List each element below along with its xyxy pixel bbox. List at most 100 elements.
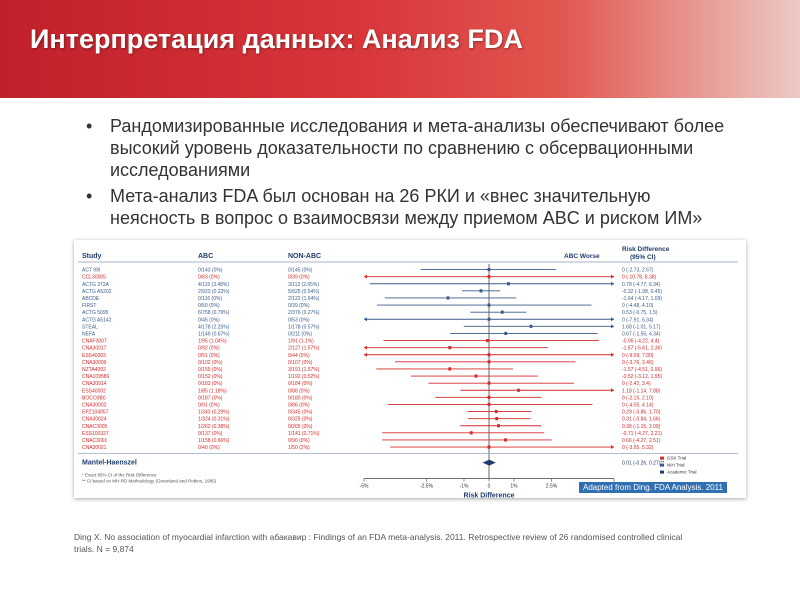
risk-difference-value: 0 (-3.76, 3.46): [622, 360, 654, 366]
study-label: CNA30002: [82, 402, 107, 408]
title-bar: Интерпретация данных: Анализ FDA: [0, 0, 800, 98]
pooled-label: Mantel-Haenszel: [82, 460, 137, 467]
risk-difference-value: 1.18 (-1.14, 7.88): [622, 388, 661, 394]
bullet-marker: •: [86, 116, 93, 136]
abc-events: 0/143 (0%): [198, 268, 223, 274]
footnote: Ding X. No association of myocardial inf…: [74, 532, 683, 554]
risk-difference-value: 0.38 (-1.15, 2.09): [622, 424, 661, 430]
non-abc-events: 0/211 (0%): [288, 331, 312, 337]
study-label: FIRST: [82, 303, 96, 309]
x-axis-label: Risk Difference: [464, 493, 515, 498]
study-label: EPZ104057: [82, 410, 109, 416]
risk-difference-value: -0.71 (-4.27, 2.21): [622, 431, 662, 437]
non-abc-events: 0/53 (0%): [288, 317, 310, 323]
point-estimate: [487, 402, 491, 407]
point-estimate: [469, 431, 473, 435]
ci-arrow-right: [611, 388, 614, 393]
point-estimate: [497, 424, 500, 428]
bullet-text: Мета-анализ FDA был основан на 26 РКИ и …: [110, 186, 703, 228]
abc-events: 0/50 (0%): [198, 303, 220, 309]
abc-events: 1/95 (1.04%): [198, 339, 227, 345]
abc-events: 1/158 (0.66%): [198, 438, 230, 444]
risk-difference-value: -0.32 (-1.08, 0.45): [622, 289, 662, 295]
study-label: BOCO3B0: [82, 395, 106, 401]
abc-events: 1/85 (1.18%): [198, 388, 227, 394]
ci-arrow-left: [364, 345, 367, 350]
point-estimate: [474, 374, 478, 378]
ci-arrow-right: [611, 352, 614, 357]
risk-difference-value: 0 (-3.95, 5.32): [622, 445, 654, 451]
column-header-risk-difference: Risk Difference: [622, 246, 670, 253]
slide-title: Интерпретация данных: Анализ FDA: [30, 24, 523, 54]
study-label: STEAL: [82, 324, 98, 330]
study-label: ACTG A5202: [82, 289, 112, 295]
abc-events: 0/116 (0%): [198, 296, 222, 302]
study-label: CNA109586: [82, 374, 109, 380]
ci-arrow-left: [364, 352, 367, 357]
abc-events: 0/40 (0%): [198, 445, 220, 451]
risk-difference-value: 0 (-7.91, 6.34): [622, 317, 654, 323]
bullet-marker: •: [86, 186, 93, 206]
non-abc-events: 1/192 (0.52%): [288, 374, 320, 380]
risk-difference-value: 0 (-2.73, 2.67): [622, 268, 654, 274]
point-estimate: [517, 388, 520, 392]
study-label: ACTG A5142: [82, 317, 112, 323]
abc-events: 1/343 (0.29%): [198, 410, 230, 416]
abc-events: 0/187 (0%): [198, 395, 223, 401]
legend-swatch: [660, 470, 664, 474]
abc-events: 0/51 (0%): [198, 353, 220, 359]
legend-swatch: [660, 456, 664, 460]
legend-swatch: [660, 463, 664, 467]
abc-events: 0/159 (0%): [198, 367, 223, 373]
study-label: CNA30024: [82, 417, 107, 423]
non-abc-events: 1/91 (1.1%): [288, 339, 314, 345]
non-abc-events: 2/127 (1.57%): [288, 346, 320, 352]
chart-note: ** CI based on MH-RD Methodology (Greenl…: [82, 479, 217, 484]
x-tick-label: 2.5%: [546, 484, 558, 490]
abc-events: 0/91 (0%): [198, 402, 220, 408]
ci-arrow-left: [364, 317, 367, 322]
abc-events: 0/152 (0%): [198, 374, 223, 380]
point-estimate: [487, 303, 491, 307]
point-estimate: [495, 417, 499, 421]
non-abc-events: 0/184 (0%): [288, 381, 313, 387]
point-estimate: [494, 409, 498, 414]
ci-arrow-right: [611, 324, 614, 329]
study-label: NEFA: [82, 331, 96, 337]
non-abc-events: 0/265 (0%): [288, 424, 313, 430]
bullet-item: • Рандомизированные исследования и мета-…: [86, 115, 736, 181]
risk-difference-value: 0.31 (-0.84, 1.66): [622, 417, 661, 423]
abc-events: 1/324 (0.31%): [198, 417, 230, 423]
non-abc-events: 0/86 (0%): [288, 402, 310, 408]
risk-difference-value: 0.29 (-0.86, 1.70): [622, 410, 661, 416]
point-estimate: [448, 367, 452, 371]
study-label: CNAC3005: [82, 424, 108, 430]
chart-note: * Exact 95% CI of the Risk Difference: [82, 473, 157, 478]
ci-arrow-right: [611, 317, 614, 322]
study-label: ESS100327: [82, 431, 109, 437]
risk-difference-value: 1.68 (-1.01, 5.17): [622, 324, 661, 330]
abc-events: 4/115 (3.48%): [198, 282, 229, 288]
non-abc-events: 0/44 (0%): [288, 353, 310, 359]
non-abc-events: 3/113 (2.65%): [288, 282, 319, 288]
x-tick-label: 0: [488, 484, 491, 490]
risk-difference-value: 0.78 (-4.77, 6.34): [622, 282, 661, 288]
point-estimate: [479, 289, 483, 293]
forest-plot-figure: Study ABC NON-ABC ABC Worse Risk Difference(…: [74, 240, 746, 498]
point-estimate: [487, 445, 491, 449]
risk-difference-value: 0 (-2.15, 2.10): [622, 395, 654, 401]
study-label: CNA30021: [82, 445, 107, 451]
x-tick-label: 1%: [510, 484, 518, 490]
non-abc-events: 1/178 (0.57%): [288, 324, 320, 330]
non-abc-events: 2/376 (0.27%): [288, 310, 320, 316]
non-abc-events: 0/325 (0%): [288, 417, 313, 423]
non-abc-events: 1/50 (2%): [288, 445, 310, 451]
point-estimate: [487, 360, 491, 364]
study-label: ESS40002: [82, 388, 106, 394]
abc-events: 0/137 (0%): [198, 431, 223, 437]
study-label: ACT 99I: [82, 268, 100, 274]
study-label: CNAC3001: [82, 438, 108, 444]
pooled-risk-difference: 0.01 (-0.26, 0.27)**: [622, 461, 664, 467]
risk-difference-value: 0 (-4.48, 4.10): [622, 303, 654, 309]
risk-difference-value: 0 (-10.78, 8.38): [622, 275, 657, 281]
